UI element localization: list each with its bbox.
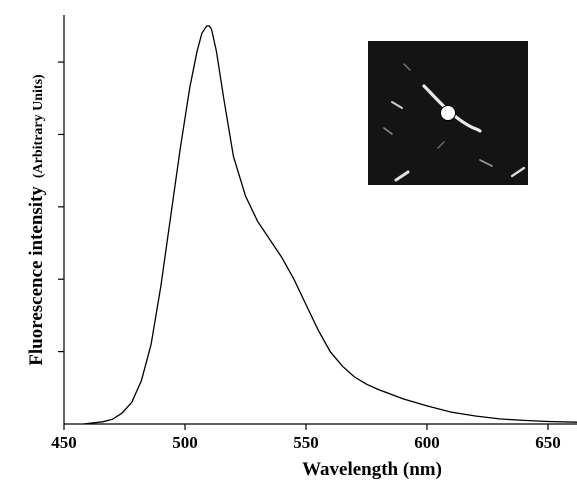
inset-fiber <box>422 84 482 133</box>
series-line-spectrum <box>83 25 577 425</box>
x-tick-label: 600 <box>414 433 440 452</box>
y-axis-ticks <box>58 61 64 353</box>
inset-speck <box>437 141 445 149</box>
inset-speck <box>383 127 393 135</box>
inset-speck <box>394 170 410 182</box>
inset-speck <box>403 63 411 71</box>
x-tick-label: 650 <box>535 433 561 452</box>
x-tick-label: 500 <box>172 433 198 452</box>
y-axis-title-group: Fluorescence intensity (Arbitrary Units) <box>26 74 47 366</box>
inset-speck <box>510 166 526 178</box>
y-axis-unit: (Arbitrary Units) <box>31 74 46 178</box>
x-axis-title: Wavelength (nm) <box>302 459 442 480</box>
inset-speck <box>391 101 403 109</box>
x-tick-label: 550 <box>293 433 319 452</box>
svg-text:Fluorescence intensity (: Fluorescence intensity (Arbitrary Units) <box>26 74 47 366</box>
y-axis-title: Fluorescence intensity <box>26 186 47 366</box>
x-tick-label: 450 <box>51 433 77 452</box>
inset-speck <box>479 159 493 167</box>
inset-micrograph <box>368 41 528 185</box>
inset-marker-dot <box>440 105 456 121</box>
x-axis-ticks: 450 500 550 600 650 <box>51 424 561 452</box>
